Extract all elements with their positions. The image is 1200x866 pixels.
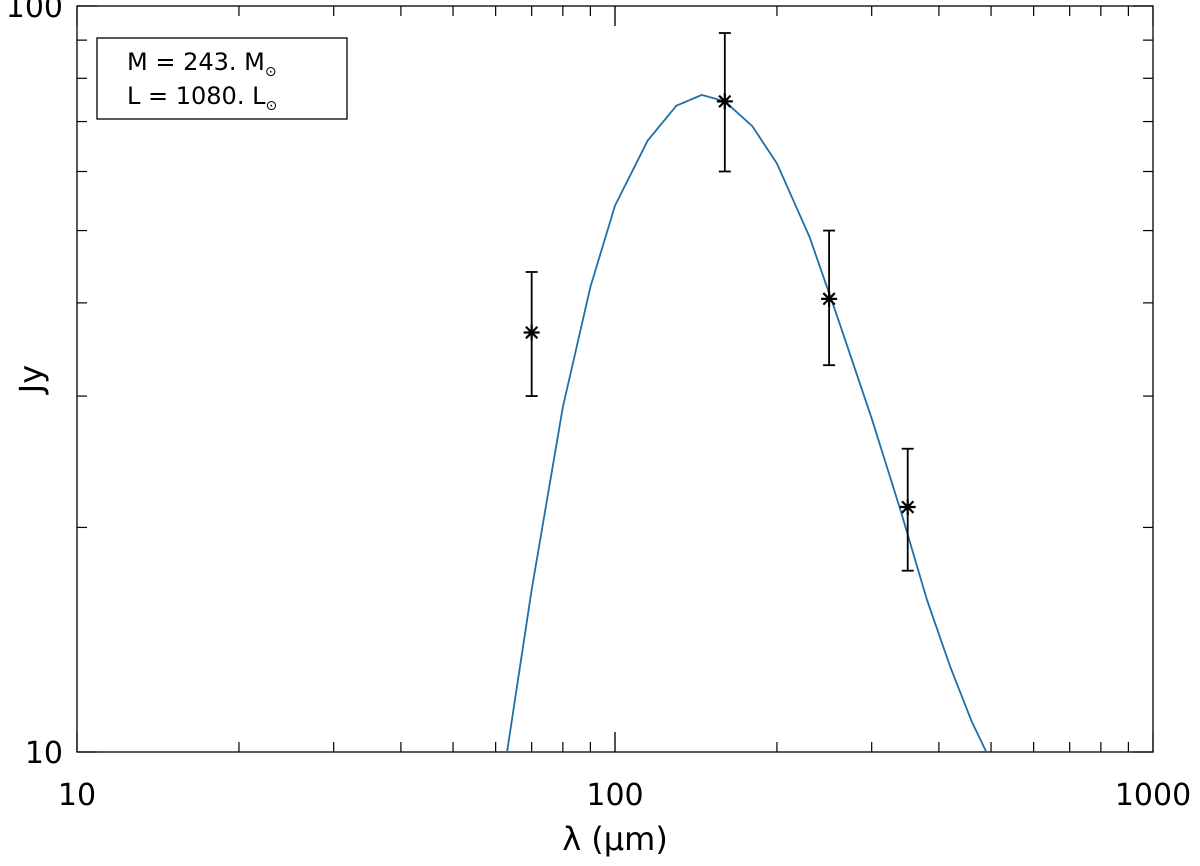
data-point [523, 271, 540, 397]
y-tick-label: 100 [6, 0, 63, 25]
asterisk-marker-d2 [525, 325, 539, 340]
axes-layer: 10 100 1000 10 100 λ (µm) Jy [6, 0, 1191, 858]
x-tick-label: 100 [586, 778, 643, 813]
fit-curve [506, 93, 988, 753]
data-point [716, 32, 733, 173]
legend-box: M = 243. M⊙ L = 1080. L⊙ [96, 37, 348, 120]
x-axis-label: λ (µm) [562, 820, 668, 858]
asterisk-marker-d2 [718, 94, 732, 108]
data-point [821, 229, 838, 367]
y-axis-label: Jy [12, 365, 50, 395]
asterisk-marker-d2 [901, 500, 915, 514]
points-layer [523, 32, 916, 572]
y-tick-label: 10 [25, 736, 63, 771]
asterisk-marker-d2 [822, 292, 836, 306]
x-tick-label: 10 [58, 778, 96, 813]
legend-line-mass: M = 243. M⊙ [127, 48, 277, 80]
legend-line-luminosity: L = 1080. L⊙ [127, 82, 277, 114]
fit-layer [506, 93, 988, 753]
legend-frame [96, 37, 348, 120]
x-tick-label: 1000 [1115, 778, 1191, 813]
data-point [899, 447, 916, 572]
